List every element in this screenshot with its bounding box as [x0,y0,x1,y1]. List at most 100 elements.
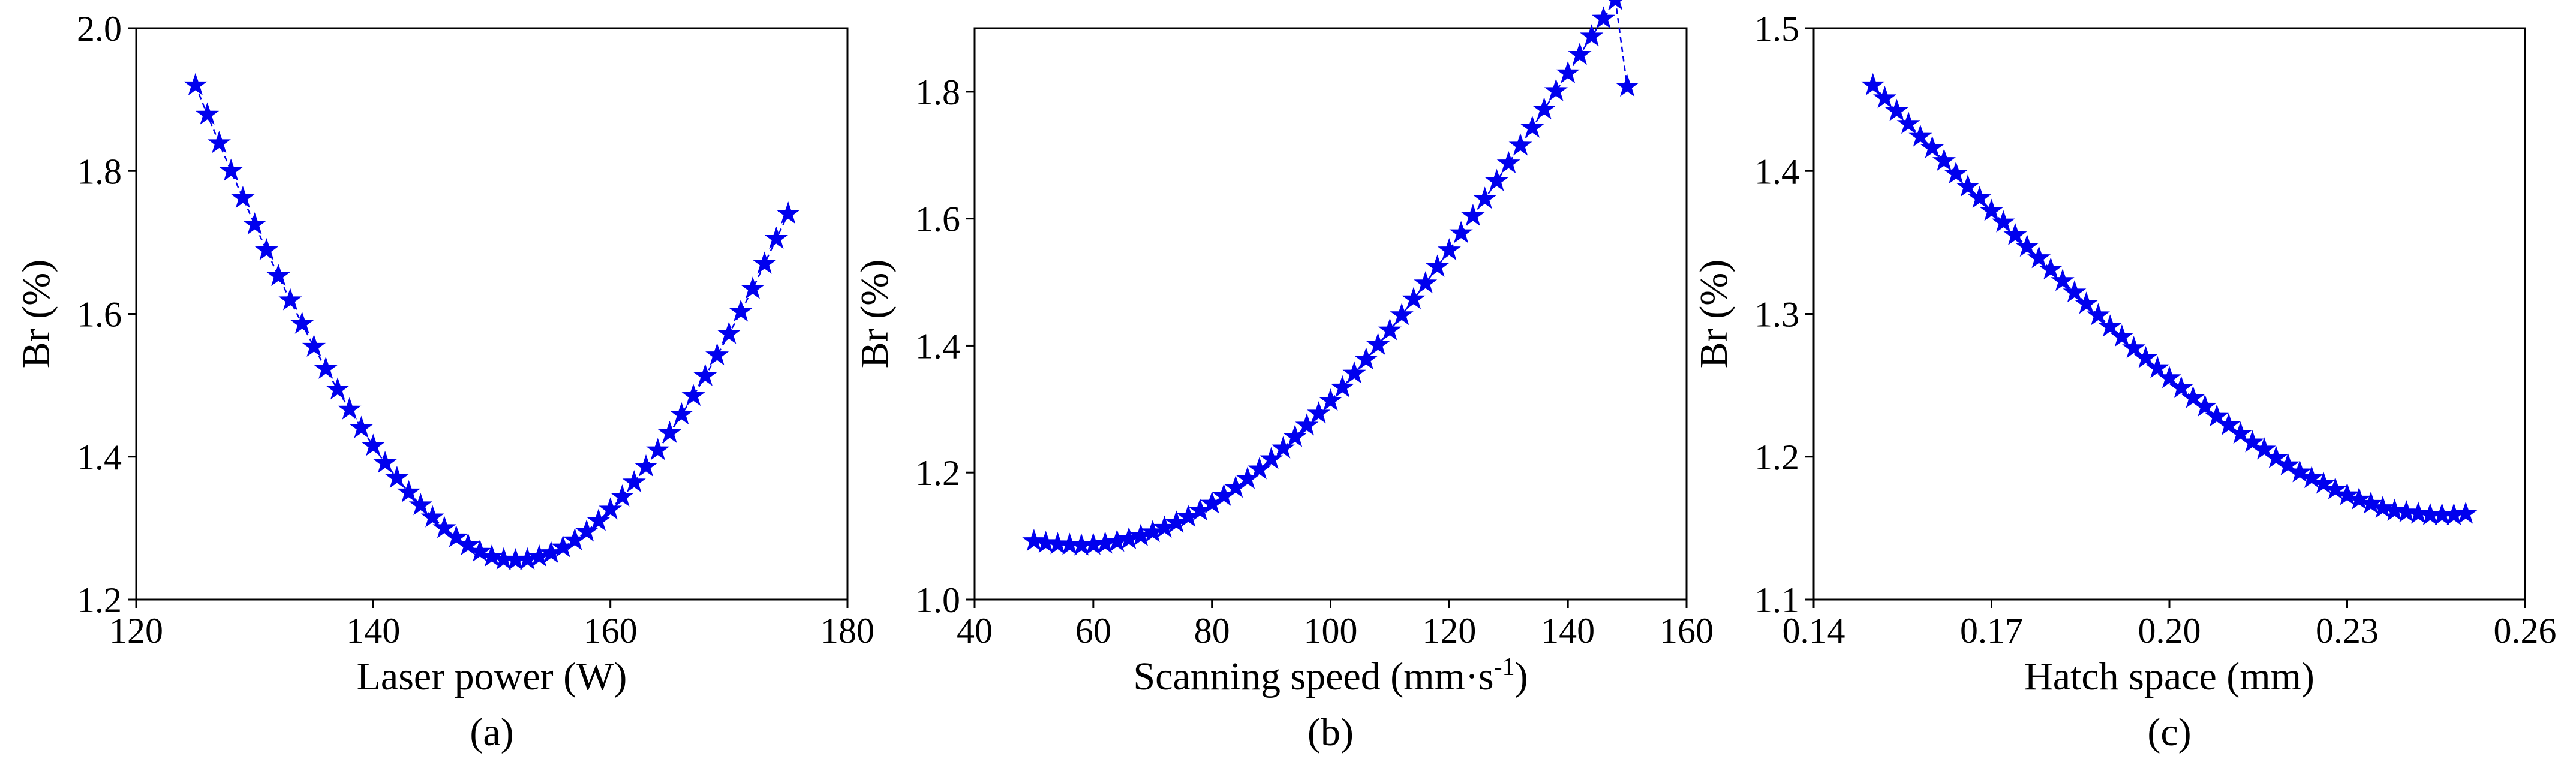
data-point-star [1508,133,1532,156]
data-point-star [657,420,682,444]
series-line [194,85,789,561]
data-point-star [1520,115,1544,138]
data-point-star [432,516,456,538]
x-axis-label: Laser power (W) [357,655,627,698]
chart-panel-1: 120 140 160 180 1.2 1.4 1.6 1.8 2.0 Laser power (… [14,9,874,754]
data-point-star [350,415,374,438]
data-point-star [2133,345,2157,368]
data-point-star [184,73,208,95]
data-point-star [1908,124,1932,147]
x-tick-label: 160 [584,611,638,650]
y-tick-label: 1.6 [915,200,960,239]
data-point-star [2406,501,2430,524]
data-point-star [456,532,480,556]
data-point-star [717,321,741,344]
data-point-star [397,480,421,502]
data-point-star [1496,150,1520,174]
data-point-star [599,497,623,520]
data-point-star [2051,269,2075,291]
data-point-star [587,508,611,531]
data-point-star [302,334,326,357]
data-point-star [444,525,468,547]
data-point-star [231,185,255,209]
x-tick-label: 180 [820,611,874,650]
data-point-star [1484,168,1508,191]
x-tick-label: 80 [1194,611,1230,650]
x-axis-label-text: Hatch space (mm) [2024,655,2315,698]
data-point-star [1932,149,1956,171]
data-point-star [278,288,302,311]
x-tick-label: 40 [957,611,993,650]
data-point-star [2454,501,2478,524]
data-point-star [1426,254,1450,277]
data-point-star [741,276,765,299]
data-point-star [2086,303,2110,326]
data-point-star [361,433,385,456]
y-tick-label: 1.4 [915,326,960,366]
data-point-star [1022,529,1046,552]
x-tick-label: 60 [1075,611,1111,650]
data-point-star [1283,424,1307,447]
data-point-star [1873,86,1897,109]
data-point-star [219,158,243,181]
data-point-star [2157,366,2181,388]
y-tick-label: 1.4 [1754,152,1799,191]
data-point-star [492,547,516,570]
data-point-star [2229,421,2253,444]
y-tick-label: 1.4 [77,438,122,477]
data-point-star [254,237,278,261]
data-point-star [2122,336,2146,359]
data-point-star [2027,246,2051,269]
y-axis-label: Br (%) [853,260,897,368]
data-point-star [373,450,397,474]
data-point-star [2288,460,2312,483]
data-point-star [1402,287,1426,309]
x-tick-label: 0.20 [2138,611,2201,650]
data-point-star [243,212,267,235]
data-point-star [1944,161,1968,184]
data-point-star [1330,375,1354,397]
data-point-star [1034,531,1058,553]
x-tick-label: 120 [1422,611,1476,650]
x-axis-label: Hatch space (mm) [2024,655,2315,698]
data-point-star [610,484,634,507]
y-tick-label: 1.5 [1754,9,1799,49]
data-point-star [2323,477,2347,500]
data-point-star [1608,0,1623,11]
data-point-star [2383,498,2407,521]
x-tick-label: 140 [346,611,400,650]
data-point-star [1378,318,1402,341]
data-point-star [1861,73,1885,95]
data-point-star [408,493,432,516]
x-tick-label: 140 [1541,611,1595,650]
data-point-star [1544,79,1568,101]
x-tick-label: 0.26 [2494,611,2557,650]
data-point-star [705,343,729,366]
data-point-star [2193,394,2217,417]
data-point-star [1271,436,1295,459]
data-point-star [764,226,788,249]
data-point-star [776,201,800,224]
data-point-star [634,454,658,477]
x-tick-label: 120 [109,611,163,650]
data-point-star [1968,185,1992,209]
data-point-star [1295,413,1319,436]
y-axis-label: Br (%) [14,260,58,368]
series-line [1872,85,2466,516]
data-point-star [2240,430,2264,453]
x-axis-label-superscript: -1 [1494,653,1515,681]
y-tick-label: 1.2 [1754,438,1799,477]
data-point-star [326,377,350,400]
y-tick-label: 1.1 [1754,580,1799,620]
data-point-star [2063,280,2087,303]
data-point-star [2347,487,2371,510]
data-point-star [2110,324,2134,347]
chart-panel-3: 0.14 0.17 0.20 0.23 0.26 1.1 1.2 1.3 1.4 1.5 Hatch… [1692,9,2557,754]
data-point-star [1342,361,1366,384]
data-point-star [2264,445,2288,468]
data-point-star [2205,404,2229,427]
data-point-star [290,311,314,334]
data-point-star [266,263,290,286]
subfigure-label: (a) [470,710,513,754]
